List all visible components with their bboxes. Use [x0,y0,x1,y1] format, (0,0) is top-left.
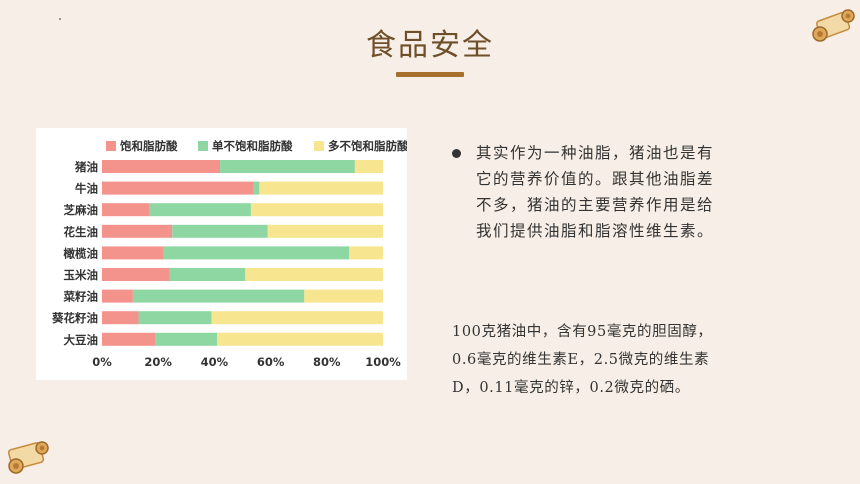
bar-花生油-series-3 [267,224,383,238]
x-tick-label: 80% [313,355,341,369]
bar-橄榄油-series-2 [163,246,350,260]
bar-大豆油-series-2 [155,332,218,346]
category-label: 大豆油 [64,333,99,347]
category-label: 花生油 [64,225,99,239]
bar-牛油-series-3 [259,181,383,195]
bar-葵花籽油-series-3 [211,311,383,325]
chart-card: 饱和脂肪酸 单不饱和脂肪酸 多不饱和脂肪酸猪油牛油芝麻油花生油橄榄油玉米油菜籽油葵花… [36,128,407,380]
bar-菜籽油-series-3 [304,289,383,303]
bullet-paragraph: 其实作为一种油脂，猪油也是有它的营养价值的。跟其他油脂差不多，猪油的主要营养作用… [452,140,720,244]
bar-菜籽油-series-2 [132,289,305,303]
x-tick-label: 40% [201,355,229,369]
category-label: 猪油 [74,160,98,174]
legend-label-1: 饱和脂肪酸 [120,139,178,153]
scroll-icon-bottom-left [7,441,49,474]
x-tick-label: 60% [257,355,285,369]
bar-芝麻油-series-3 [250,203,383,217]
bar-菜籽油-series-1 [102,289,133,303]
bar-猪油-series-2 [220,160,355,173]
bar-芝麻油-series-2 [149,203,251,217]
bar-葵花籽油-series-2 [138,311,212,325]
legend-swatch-1 [106,141,116,151]
nutrition-note: 100克猪油中，含有95毫克的胆固醇，0.6毫克的维生素E，2.5微克的维生素D… [452,324,713,396]
bar-猪油-series-1 [102,160,221,173]
bar-橄榄油-series-3 [349,246,383,260]
category-label: 玉米油 [64,268,99,282]
bar-猪油-series-3 [354,160,383,173]
category-label: 橄榄油 [64,246,99,260]
legend-label-2: 单不饱和脂肪酸 [212,139,293,153]
legend-swatch-3 [314,141,324,151]
x-tick-label: 20% [144,355,172,369]
bullet-text: 其实作为一种油脂，猪油也是有它的营养价值的。跟其他油脂差不多，猪油的主要营养作用… [476,144,715,240]
bar-花生油-series-2 [172,224,268,238]
scroll-icon-top-right [812,9,855,42]
bar-牛油-series-1 [102,181,254,195]
bar-橄榄油-series-1 [102,246,164,260]
category-label: 菜籽油 [63,290,99,304]
category-label: 芝麻油 [64,203,99,217]
bar-大豆油-series-1 [102,332,156,346]
bar-大豆油-series-3 [217,332,383,346]
x-tick-label: 100% [365,355,401,369]
legend-swatch-2 [198,141,208,151]
bar-玉米油-series-3 [245,268,383,281]
scroll-decoration-icon-bottom [7,441,49,474]
bullet-dot-icon [452,149,461,158]
x-tick-label: 0% [92,355,112,369]
title-underline [396,72,464,77]
category-label: 葵花籽油 [51,311,98,325]
bar-牛油-series-2 [253,181,260,195]
bar-芝麻油-series-1 [102,203,150,217]
page-title: 食品安全 [366,28,494,63]
bar-花生油-series-1 [102,224,173,238]
stacked-bar-chart: 饱和脂肪酸 单不饱和脂肪酸 多不饱和脂肪酸猪油牛油芝麻油花生油橄榄油玉米油菜籽油葵花… [51,139,407,369]
bar-玉米油-series-2 [169,268,246,281]
bar-玉米油-series-1 [102,268,170,281]
category-label: 牛油 [75,182,98,196]
small-dot-mark [59,18,61,20]
scroll-decoration-icon [812,9,855,42]
bar-葵花籽油-series-1 [102,311,139,325]
legend-label-3: 多不饱和脂肪酸 [328,139,407,153]
